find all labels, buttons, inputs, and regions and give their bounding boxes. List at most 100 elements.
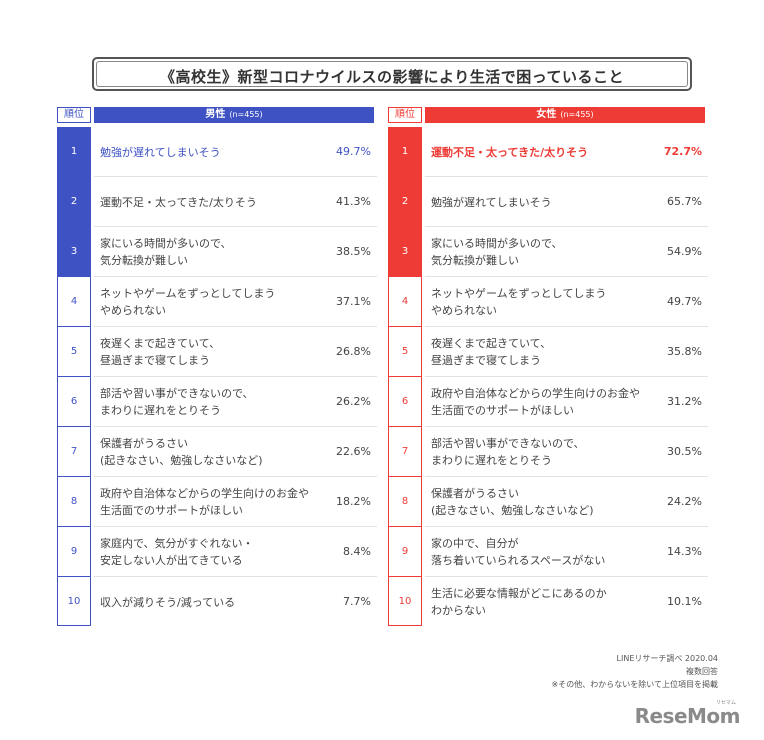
male-item-label: 家庭内で、気分がすぐれない・ 安定しない人が出てきている bbox=[100, 537, 254, 567]
male-rank-number: 1 bbox=[57, 127, 91, 177]
male-rank-row: 3 家にいる時間が多いので、 気分転換が難しい 38.5% bbox=[57, 227, 377, 277]
female-item-percent: 72.7% bbox=[663, 145, 702, 158]
female-row-divider bbox=[425, 226, 708, 227]
female-row-divider bbox=[425, 476, 708, 477]
male-rank-row: 7 保護者がうるさい (起きなさい、勉強しなさいなど) 22.6% bbox=[57, 427, 377, 477]
male-rank-number: 7 bbox=[70, 446, 78, 457]
male-rank-divider bbox=[57, 576, 91, 577]
male-row-divider bbox=[94, 476, 377, 477]
male-item-percent: 41.3% bbox=[336, 195, 371, 208]
exclusion-note: ※その他、わからないを除いて上位項目を掲載 bbox=[551, 680, 718, 689]
male-item-label: 夜遅くまで起きていて、 昼過ぎまで寝てしまう bbox=[100, 337, 221, 367]
female-rank-divider bbox=[388, 176, 422, 177]
male-rank-row: 4 ネットやゲームをずっとしてしまう やめられない 37.1% bbox=[57, 277, 377, 327]
male-rank-row: 8 政府や自治体などからの学生向けのお金や 生活面でのサポートがほしい 18.2% bbox=[57, 477, 377, 527]
male-rank-number: 6 bbox=[70, 396, 78, 407]
female-rank-number: 6 bbox=[401, 396, 409, 407]
female-rank-number: 8 bbox=[401, 496, 409, 507]
male-row-divider bbox=[94, 426, 377, 427]
male-rank-number: 2 bbox=[57, 177, 91, 227]
female-rank-number: 7 bbox=[401, 446, 409, 457]
male-rank-row: 6 部活や習い事ができないので、 まわりに遅れをとりそう 26.2% bbox=[57, 377, 377, 427]
male-rank-divider bbox=[57, 376, 91, 377]
female-row-divider bbox=[425, 526, 708, 527]
male-rank-divider bbox=[57, 526, 91, 527]
male-item-percent: 38.5% bbox=[336, 245, 371, 258]
chart-title: 《高校生》新型コロナウイルスの影響により生活で困っていること bbox=[160, 68, 624, 86]
male-rank-divider bbox=[57, 176, 91, 177]
female-header-label: 女性 bbox=[536, 109, 557, 120]
male-item-label: 収入が減りそう/減っている bbox=[100, 595, 236, 609]
male-row-divider bbox=[94, 376, 377, 377]
male-item-percent: 49.7% bbox=[336, 145, 371, 158]
female-rank-number: 2 bbox=[388, 177, 422, 227]
male-rank-divider bbox=[57, 426, 91, 427]
female-rank-row: 4 ネットやゲームをずっとしてしまう やめられない 49.7% bbox=[388, 277, 708, 327]
female-rank-row: 7 部活や習い事ができないので、 まわりに遅れをとりそう 30.5% bbox=[388, 427, 708, 477]
logo-subtext: リセマム bbox=[715, 700, 736, 706]
chart-title-box: 《高校生》新型コロナウイルスの影響により生活で困っていること bbox=[92, 57, 692, 91]
female-item-label: 家の中で、自分が 落ち着いていられるスペースがない bbox=[431, 537, 606, 567]
source-note: LINEリサーチ調べ 2020.04 bbox=[616, 654, 718, 663]
female-item-percent: 30.5% bbox=[667, 445, 702, 458]
female-rank-divider bbox=[388, 376, 422, 377]
male-item-percent: 18.2% bbox=[336, 495, 371, 508]
female-rank-number: 4 bbox=[401, 296, 409, 307]
male-item-percent: 26.2% bbox=[336, 395, 371, 408]
female-item-label: ネットやゲームをずっとしてしまう やめられない bbox=[431, 287, 607, 317]
male-row-divider bbox=[94, 176, 377, 177]
male-item-percent: 7.7% bbox=[343, 595, 371, 608]
female-rank-number: 3 bbox=[388, 227, 422, 277]
male-rank-row: 10 収入が減りそう/減っている 7.7% bbox=[57, 577, 377, 627]
female-item-label: 勉強が遅れてしまいそう bbox=[431, 195, 552, 209]
male-rank-divider bbox=[57, 326, 91, 327]
female-row-divider bbox=[425, 276, 708, 277]
male-rank-row: 1 勉強が遅れてしまいそう 49.7% bbox=[57, 127, 377, 177]
female-rank-row: 8 保護者がうるさい (起きなさい、勉強しなさいなど) 24.2% bbox=[388, 477, 708, 527]
male-row-divider bbox=[94, 526, 377, 527]
female-rank-divider bbox=[388, 526, 422, 527]
male-gender-header: 男性 (n=455) bbox=[94, 107, 374, 123]
male-item-label: 家にいる時間が多いので、 気分転換が難しい bbox=[100, 237, 232, 267]
female-row-divider bbox=[425, 176, 708, 177]
female-rank-row: 3 家にいる時間が多いので、 気分転換が難しい 54.9% bbox=[388, 227, 708, 277]
female-rank-header: 順位 bbox=[388, 107, 422, 123]
female-rank-divider bbox=[388, 226, 422, 227]
female-rank-row: 9 家の中で、自分が 落ち着いていられるスペースがない 14.3% bbox=[388, 527, 708, 577]
male-rank-divider bbox=[57, 226, 91, 227]
resemom-logo: ReseMom bbox=[634, 704, 741, 728]
female-row-divider bbox=[425, 376, 708, 377]
male-rank-number: 10 bbox=[67, 596, 81, 607]
footnotes: LINEリサーチ調べ 2020.04 複数回答 ※その他、わからないを除いて上位… bbox=[552, 652, 718, 691]
male-rank-number: 5 bbox=[70, 346, 78, 357]
male-item-label: 保護者がうるさい (起きなさい、勉強しなさいなど) bbox=[100, 437, 263, 467]
female-item-percent: 10.1% bbox=[667, 595, 702, 608]
female-rank-number: 10 bbox=[398, 596, 412, 607]
female-gender-header: 女性 (n=455) bbox=[425, 107, 705, 123]
female-rank-row: 5 夜遅くまで起きていて、 昼過ぎまで寝てしまう 35.8% bbox=[388, 327, 708, 377]
male-item-percent: 26.8% bbox=[336, 345, 371, 358]
female-rank-divider bbox=[388, 576, 422, 577]
female-row-divider bbox=[425, 326, 708, 327]
female-item-label: 家にいる時間が多いので、 気分転換が難しい bbox=[431, 237, 563, 267]
female-item-label: 夜遅くまで起きていて、 昼過ぎまで寝てしまう bbox=[431, 337, 552, 367]
male-row-divider bbox=[94, 576, 377, 577]
male-item-percent: 8.4% bbox=[343, 545, 371, 558]
female-rank-row: 6 政府や自治体などからの学生向けのお金や 生活面でのサポートがほしい 31.2% bbox=[388, 377, 708, 427]
female-n-label: (n=455) bbox=[560, 110, 594, 119]
female-rank-number: 9 bbox=[401, 546, 409, 557]
female-item-label: 部活や習い事ができないので、 まわりに遅れをとりそう bbox=[431, 437, 585, 467]
female-row-divider bbox=[425, 576, 708, 577]
male-row-divider bbox=[94, 326, 377, 327]
female-rank-number: 1 bbox=[388, 127, 422, 177]
male-rank-header: 順位 bbox=[57, 107, 91, 123]
female-rank-row: 1 運動不足・太ってきた/太りそう 72.7% bbox=[388, 127, 708, 177]
female-item-percent: 35.8% bbox=[667, 345, 702, 358]
male-rank-number: 9 bbox=[70, 546, 78, 557]
male-row-divider bbox=[94, 226, 377, 227]
female-item-percent: 31.2% bbox=[667, 395, 702, 408]
female-item-label: 運動不足・太ってきた/太りそう bbox=[431, 145, 589, 159]
male-item-label: 部活や習い事ができないので、 まわりに遅れをとりそう bbox=[100, 387, 254, 417]
male-item-label: ネットやゲームをずっとしてしまう やめられない bbox=[100, 287, 276, 317]
male-rank-divider bbox=[57, 276, 91, 277]
